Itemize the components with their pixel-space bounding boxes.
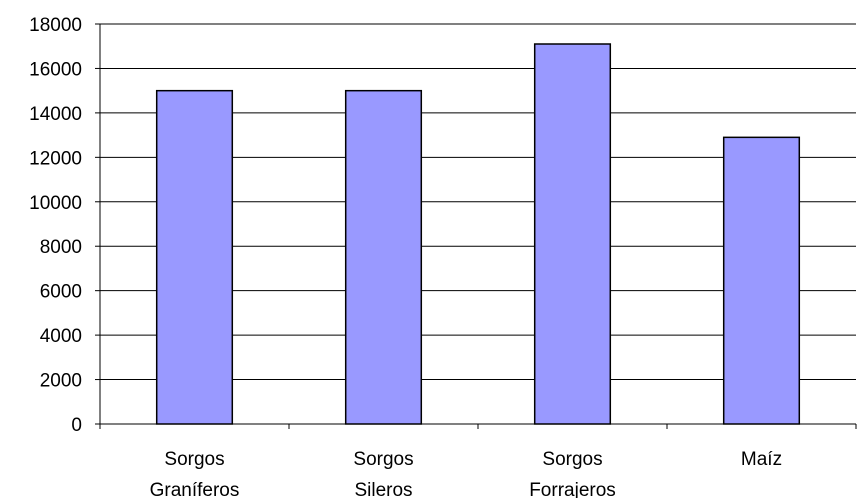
bar — [155, 89, 234, 425]
bars — [155, 43, 801, 425]
y-tick-label: 10000 — [29, 193, 82, 214]
bar — [344, 89, 423, 425]
y-tick-label: 18000 — [29, 15, 82, 36]
y-tick-label: 14000 — [29, 104, 82, 125]
x-tick-label: Maíz — [741, 449, 782, 470]
x-tick-label: Sorgos Sileros — [353, 449, 413, 498]
x-tick-label-line: Maíz — [741, 449, 782, 470]
x-tick-label-line: Sorgos — [164, 449, 224, 470]
y-tick-label: 8000 — [40, 237, 82, 258]
y-tick-label: 4000 — [40, 326, 82, 347]
x-tick-label: Sorgos Graníferos — [150, 449, 240, 498]
axes — [95, 23, 857, 429]
y-tick-label: 0 — [71, 415, 82, 436]
bar — [533, 43, 612, 425]
x-tick-label-line: Sileros — [354, 480, 412, 498]
y-tick-label: 16000 — [29, 59, 82, 80]
x-tick-labels: Sorgos Graníferos Sorgos Sileros Sorgos Forra… — [150, 449, 782, 501]
x-tick-label-line: Sorgos — [542, 449, 602, 470]
x-tick-label: Sorgos Forrajeros — [529, 449, 616, 498]
bar — [722, 136, 801, 425]
y-tick-labels: 0 2000 4000 6000 8000 10000 12000 14000 16000 180… — [29, 15, 82, 436]
y-tick-label: 2000 — [40, 371, 82, 392]
y-tick-label: 12000 — [29, 148, 82, 169]
y-tick-label: 6000 — [40, 282, 82, 303]
x-tick-label-line: Graníferos — [150, 480, 240, 498]
x-tick-label-line: Forrajeros — [529, 480, 616, 498]
x-tick-label-line: Sorgos — [353, 449, 413, 470]
